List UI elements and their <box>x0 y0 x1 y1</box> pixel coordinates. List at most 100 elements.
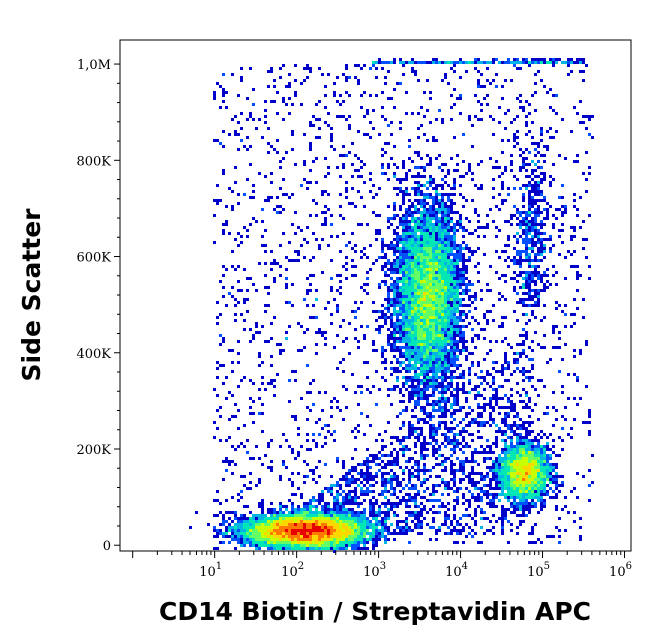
event-dot <box>246 505 249 508</box>
event-dot <box>522 61 525 64</box>
event-dot <box>441 169 444 172</box>
event-dot <box>399 364 402 367</box>
event-dot <box>534 61 537 64</box>
event-dot <box>528 493 531 496</box>
event-dot <box>270 466 273 469</box>
event-dot <box>468 472 471 475</box>
event-dot <box>429 328 432 331</box>
event-dot <box>435 352 438 355</box>
event-dot <box>402 190 405 193</box>
event-dot <box>519 166 522 169</box>
event-dot <box>426 187 429 190</box>
event-dot <box>489 451 492 454</box>
event-dot <box>213 241 216 244</box>
event-dot <box>282 460 285 463</box>
event-dot <box>294 379 297 382</box>
event-dot <box>588 172 591 175</box>
event-dot <box>399 190 402 193</box>
event-dot <box>537 235 540 238</box>
event-dot <box>558 304 561 307</box>
event-dot <box>450 259 453 262</box>
event-dot <box>444 223 447 226</box>
event-dot <box>507 193 510 196</box>
event-dot <box>489 82 492 85</box>
event-dot <box>462 283 465 286</box>
event-dot <box>585 127 588 130</box>
event-dot <box>486 94 489 97</box>
event-dot <box>519 226 522 229</box>
event-dot <box>435 253 438 256</box>
event-dot <box>450 406 453 409</box>
event-dot <box>453 364 456 367</box>
event-dot <box>489 208 492 211</box>
event-dot <box>249 115 252 118</box>
event-dot <box>462 271 465 274</box>
event-dot <box>288 112 291 115</box>
event-dot <box>504 412 507 415</box>
event-dot <box>465 259 468 262</box>
event-dot <box>417 349 420 352</box>
event-dot <box>339 274 342 277</box>
event-dot <box>516 457 519 460</box>
event-dot <box>552 424 555 427</box>
event-dot <box>420 286 423 289</box>
event-dot <box>309 145 312 148</box>
event-dot <box>405 325 408 328</box>
event-dot <box>426 271 429 274</box>
event-dot <box>441 211 444 214</box>
event-dot <box>342 478 345 481</box>
event-dot <box>309 148 312 151</box>
event-dot <box>534 214 537 217</box>
event-dot <box>426 397 429 400</box>
event-dot <box>444 439 447 442</box>
event-dot <box>225 511 228 514</box>
event-dot <box>429 337 432 340</box>
event-dot <box>426 469 429 472</box>
event-dot <box>528 175 531 178</box>
event-dot <box>267 340 270 343</box>
event-dot <box>342 460 345 463</box>
event-dot <box>498 463 501 466</box>
event-dot <box>363 253 366 256</box>
event-dot <box>432 448 435 451</box>
event-dot <box>312 469 315 472</box>
event-dot <box>492 409 495 412</box>
event-dot <box>411 367 414 370</box>
event-dot <box>435 307 438 310</box>
event-dot <box>441 226 444 229</box>
event-dot <box>285 283 288 286</box>
event-dot <box>519 370 522 373</box>
event-dot <box>405 382 408 385</box>
event-dot <box>582 121 585 124</box>
event-dot <box>543 457 546 460</box>
event-dot <box>501 484 504 487</box>
event-dot <box>261 508 264 511</box>
event-dot <box>432 331 435 334</box>
event-dot <box>225 460 228 463</box>
event-dot <box>513 370 516 373</box>
event-dot <box>543 256 546 259</box>
event-dot <box>396 379 399 382</box>
event-dot <box>288 241 291 244</box>
event-dot <box>225 220 228 223</box>
event-dot <box>216 499 219 502</box>
event-dot <box>447 226 450 229</box>
event-dot <box>417 436 420 439</box>
event-dot <box>354 391 357 394</box>
event-dot <box>441 187 444 190</box>
event-dot <box>555 478 558 481</box>
event-dot <box>384 298 387 301</box>
event-dot <box>438 370 441 373</box>
event-dot <box>411 280 414 283</box>
event-dot <box>261 463 264 466</box>
event-dot <box>540 379 543 382</box>
event-dot <box>429 163 432 166</box>
event-dot <box>519 343 522 346</box>
event-dot <box>348 478 351 481</box>
event-dot <box>390 373 393 376</box>
event-dot <box>489 505 492 508</box>
event-dot <box>525 163 528 166</box>
event-dot <box>405 502 408 505</box>
event-dot <box>423 304 426 307</box>
event-dot <box>513 415 516 418</box>
